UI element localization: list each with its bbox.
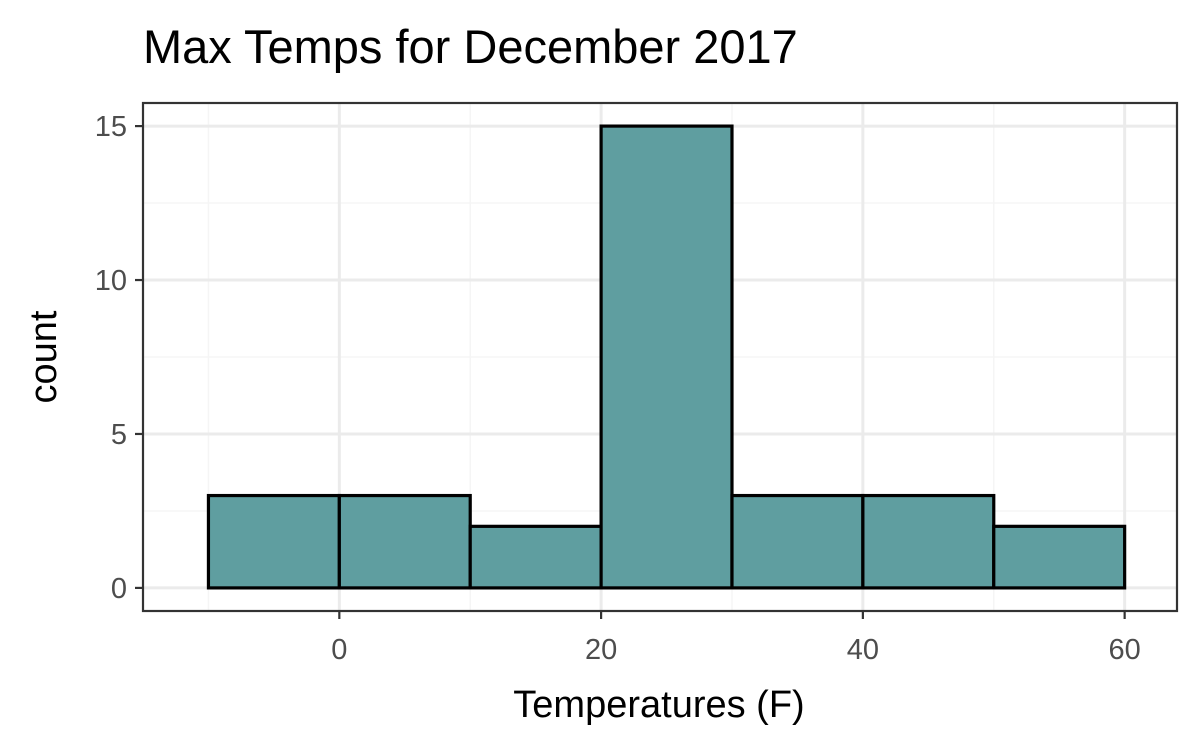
- histogram-bar: [206, 493, 341, 590]
- histogram-bar: [992, 524, 1127, 590]
- bars: [206, 124, 1127, 590]
- histogram-bar: [599, 124, 734, 590]
- panel-border: [141, 101, 1179, 613]
- histogram-bar: [861, 493, 996, 590]
- x-tick-label: 60: [1109, 634, 1141, 666]
- y-tick-label: 10: [95, 265, 127, 297]
- y-tick-label: 5: [111, 419, 127, 451]
- histogram-bar: [337, 493, 472, 590]
- chart-title: Max Temps for December 2017: [143, 20, 798, 73]
- y-axis-title: count: [23, 310, 65, 403]
- x-tick-label: 0: [331, 634, 347, 666]
- x-tick-label: 40: [847, 634, 879, 666]
- axes: 0 20 40 60 0 5 10 15: [95, 101, 1179, 666]
- y-tick-label: 0: [111, 573, 127, 605]
- histogram-bar: [468, 524, 603, 590]
- x-tick-label: 20: [585, 634, 617, 666]
- y-tick-label: 15: [95, 111, 127, 143]
- histogram-bar: [730, 493, 865, 590]
- x-axis-title: Temperatures (F): [513, 684, 804, 726]
